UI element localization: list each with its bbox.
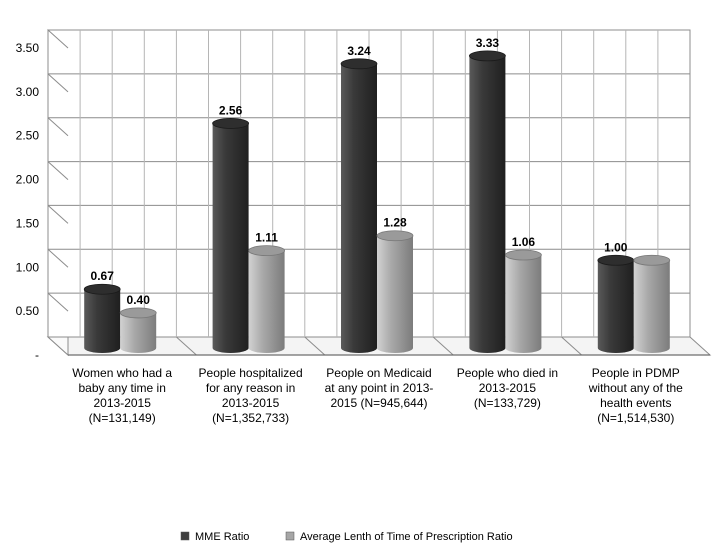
bar-mme-ratio <box>340 58 378 353</box>
bar-body <box>120 312 157 353</box>
y-tick-label: 1.00 <box>16 260 40 274</box>
bar-value-label: 1.28 <box>383 216 407 230</box>
category-label-line: 2013-2015 <box>222 396 280 410</box>
bar-value-label: 3.24 <box>347 44 371 58</box>
legend-label: MME Ratio <box>195 531 249 543</box>
floor-divider <box>304 336 326 356</box>
category-label-line: health events <box>600 396 671 410</box>
y-tick-label: 3.50 <box>16 41 40 55</box>
y-tick-label: - <box>35 348 39 362</box>
bar-top <box>212 118 250 129</box>
bar-body <box>377 235 413 353</box>
bar-value-label: 1.06 <box>512 235 536 249</box>
bar-body <box>248 250 285 353</box>
gridline-side <box>47 248 69 268</box>
bars: 0.67 2.56 3.24 3.33 1.00 0.40 1.11 1.28 1.06 <box>83 36 671 353</box>
category-label: People in PDMP without any of the health e… <box>588 366 683 425</box>
gridline-side <box>47 117 69 137</box>
bar-value-label: 3.33 <box>476 36 500 50</box>
bar-top <box>597 254 635 266</box>
bar-value-label: 2.56 <box>219 103 243 117</box>
category-label-line: baby any time in <box>79 381 166 395</box>
bar-average-lenth-of-time-of-prescription-ratio <box>376 230 414 353</box>
bar-average-lenth-of-time-of-prescription-ratio <box>248 245 286 353</box>
category-label-line: without any of the <box>588 381 683 395</box>
category-label: People hospitalized for any reason in 2013… <box>199 366 303 425</box>
y-tick-label: 3.00 <box>16 85 40 99</box>
bar-average-lenth-of-time-of-prescription-ratio <box>505 249 542 353</box>
x-axis: Women who had a baby any time in 2013-2015… <box>72 366 683 425</box>
y-axis: - 0.50 1.00 1.50 2.00 2.50 3.00 3.50 <box>16 41 40 362</box>
gridline-side <box>47 205 69 224</box>
bar-top <box>633 254 671 266</box>
category-label: People on Medicaid at any point in 2013-2… <box>325 366 434 410</box>
bar-top <box>340 58 378 70</box>
bar-value-label: 1.00 <box>604 240 628 254</box>
category-label-line: 2015 (N=945,644) <box>330 396 427 410</box>
bar-top <box>505 249 542 261</box>
category-label-line: People who died in <box>457 366 558 380</box>
bar-body <box>341 63 377 353</box>
category-label-line: (N=131,149) <box>89 411 156 425</box>
floor-divider <box>561 336 582 356</box>
category-label: Women who had a baby any time in 2013-2015… <box>72 366 172 425</box>
y-tick-label: 2.50 <box>16 129 40 143</box>
category-label-line: People on Medicaid <box>326 366 431 380</box>
bar-top <box>83 283 121 295</box>
category-label-line: Women who had a <box>72 366 172 380</box>
bar-mme-ratio <box>468 50 506 353</box>
bar-value-label: 0.40 <box>127 293 151 307</box>
bar-mme-ratio <box>83 283 121 353</box>
gridline-side <box>47 161 69 180</box>
gridline-side <box>47 29 69 49</box>
bar-mme-ratio <box>212 118 250 353</box>
bar-value-label: 1.11 <box>255 231 278 245</box>
y-tick-label: 1.50 <box>16 216 40 230</box>
category-label-line: 2013-2015 <box>94 396 152 410</box>
bar-body <box>505 255 542 353</box>
bar-average-lenth-of-time-of-prescription-ratio <box>119 307 157 353</box>
bar-body <box>633 260 670 353</box>
category-label: People who died in 2013-2015 (N=133,729) <box>457 366 558 410</box>
bar-body <box>212 123 249 353</box>
legend: MME Ratio Average Lenth of Time of Prescr… <box>180 531 513 543</box>
legend-swatch <box>180 531 190 541</box>
legend-label: Average Lenth of Time of Prescription Ra… <box>300 531 513 543</box>
gridline-side <box>47 292 69 312</box>
floor-divider <box>176 336 197 356</box>
bar-top <box>119 307 157 319</box>
bar-top <box>376 230 414 242</box>
category-label-line: (N=133,729) <box>474 396 541 410</box>
y-tick-label: 2.00 <box>16 173 40 187</box>
bar-body <box>597 260 634 353</box>
bar-body <box>84 289 121 353</box>
category-label-line: (N=1,352,733) <box>212 411 289 425</box>
y-tick-label: 0.50 <box>16 304 40 318</box>
bar-value-label: 0.67 <box>91 269 115 283</box>
category-label-line: People in PDMP <box>592 366 680 380</box>
legend-swatch <box>285 531 295 541</box>
category-label-line: at any point in 2013- <box>325 381 434 395</box>
category-label-line: (N=1,514,530) <box>597 411 674 425</box>
bar-mme-ratio <box>597 254 635 353</box>
category-label-line: People hospitalized <box>199 366 303 380</box>
category-label-line: for any reason in <box>206 381 295 395</box>
gridline-side <box>47 73 69 93</box>
bar-average-lenth-of-time-of-prescription-ratio <box>633 254 671 353</box>
category-label-line: 2013-2015 <box>479 381 537 395</box>
bar-body <box>469 55 506 353</box>
bar-top <box>248 245 286 257</box>
bar-top <box>468 50 506 62</box>
floor-divider <box>432 336 454 356</box>
